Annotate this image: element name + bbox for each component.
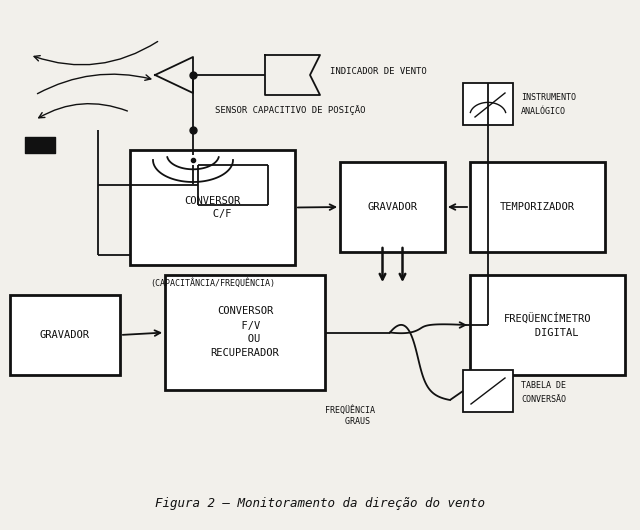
Text: INSTRUMENTO: INSTRUMENTO xyxy=(521,93,576,102)
FancyBboxPatch shape xyxy=(470,162,605,252)
Text: GRAVADOR: GRAVADOR xyxy=(40,330,90,340)
FancyBboxPatch shape xyxy=(340,162,445,252)
Text: TABELA DE: TABELA DE xyxy=(521,381,566,390)
Text: CONVERSOR
  F/V
   OU
RECUPERADOR: CONVERSOR F/V OU RECUPERADOR xyxy=(211,306,280,358)
Text: CONVERSÃO: CONVERSÃO xyxy=(521,394,566,403)
Text: (CAPACITÂNCIA/FREQUÊNCIA): (CAPACITÂNCIA/FREQUÊNCIA) xyxy=(150,278,275,288)
Text: SENSOR CAPACITIVO DE POSIÇÃO: SENSOR CAPACITIVO DE POSIÇÃO xyxy=(215,105,365,115)
FancyBboxPatch shape xyxy=(10,295,120,375)
Text: GRAVADOR: GRAVADOR xyxy=(367,202,417,212)
Text: CONVERSOR
   C/F: CONVERSOR C/F xyxy=(184,196,241,219)
FancyBboxPatch shape xyxy=(463,83,513,125)
Text: FREQÜENCÍMETRO
   DIGITAL: FREQÜENCÍMETRO DIGITAL xyxy=(504,312,591,338)
Text: INDICADOR DE VENTO: INDICADOR DE VENTO xyxy=(330,67,427,76)
FancyBboxPatch shape xyxy=(470,275,625,375)
FancyBboxPatch shape xyxy=(165,275,325,390)
Text: FREQÜÊNCIA
   GRAUS: FREQÜÊNCIA GRAUS xyxy=(325,405,375,426)
Text: TEMPORIZADOR: TEMPORIZADOR xyxy=(500,202,575,212)
FancyBboxPatch shape xyxy=(130,150,295,265)
Text: Figura 2 – Monitoramento da direção do vento: Figura 2 – Monitoramento da direção do v… xyxy=(155,497,485,510)
FancyBboxPatch shape xyxy=(463,370,513,412)
Text: ANALÓGICO: ANALÓGICO xyxy=(521,108,566,117)
